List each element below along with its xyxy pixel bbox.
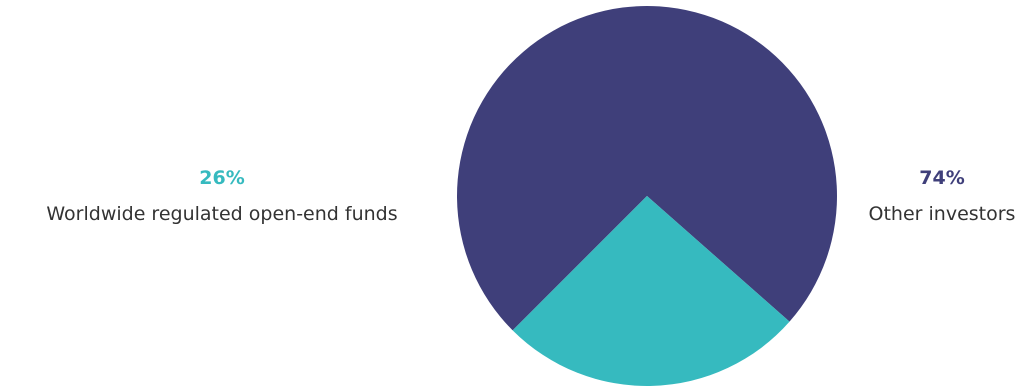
pie-slice-1 bbox=[512, 196, 790, 386]
slice-value-label-1: 26% bbox=[199, 167, 244, 189]
pie-slice-0 bbox=[457, 5, 838, 331]
slice-category-label-0: Other investors bbox=[869, 203, 1016, 225]
slice-value-label-0: 74% bbox=[919, 167, 964, 189]
slice-category-label-1: Worldwide regulated open-end funds bbox=[46, 203, 397, 225]
pie-slices bbox=[457, 5, 838, 386]
slice-label-group-0: 74% Other investors bbox=[869, 167, 1016, 225]
slice-label-group-1: 26% Worldwide regulated open-end funds bbox=[46, 167, 397, 225]
